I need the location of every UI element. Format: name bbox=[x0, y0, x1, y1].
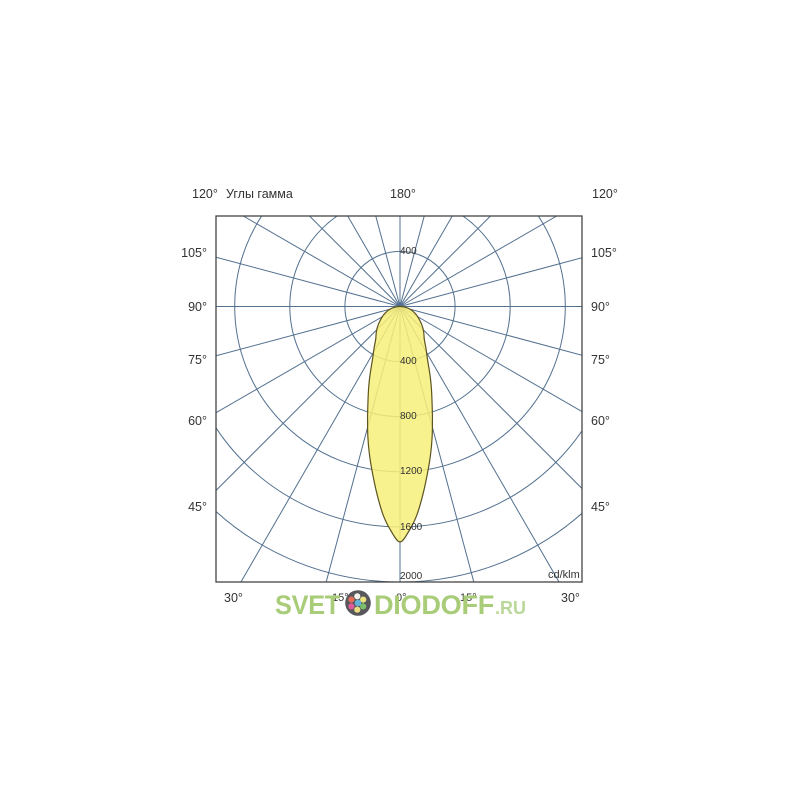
svg-text:DIODOFF: DIODOFF bbox=[374, 590, 494, 620]
svg-text:1200: 1200 bbox=[400, 466, 423, 477]
svg-text:30°: 30° bbox=[224, 591, 243, 605]
svg-text:105°: 105° bbox=[181, 246, 207, 260]
svg-text:105°: 105° bbox=[591, 246, 617, 260]
svg-text:90°: 90° bbox=[591, 300, 610, 314]
svg-text:120°: 120° bbox=[192, 187, 218, 201]
svg-text:180°: 180° bbox=[390, 187, 416, 201]
svg-text:SVET: SVET bbox=[275, 590, 341, 620]
svg-text:75°: 75° bbox=[591, 353, 610, 367]
svg-text:120°: 120° bbox=[592, 187, 618, 201]
svg-text:75°: 75° bbox=[188, 353, 207, 367]
svg-text:60°: 60° bbox=[188, 414, 207, 428]
svg-text:45°: 45° bbox=[188, 500, 207, 514]
svg-text:800: 800 bbox=[400, 411, 417, 422]
svg-text:Углы гамма: Углы гамма bbox=[226, 187, 293, 201]
svg-text:30°: 30° bbox=[561, 591, 580, 605]
svg-text:.RU: .RU bbox=[495, 598, 526, 618]
svg-text:cd/klm: cd/klm bbox=[548, 569, 580, 581]
svg-text:90°: 90° bbox=[188, 300, 207, 314]
svg-text:400: 400 bbox=[400, 356, 417, 367]
svg-text:1600: 1600 bbox=[400, 522, 423, 533]
svg-text:2000: 2000 bbox=[400, 571, 423, 582]
svg-text:45°: 45° bbox=[591, 500, 610, 514]
svg-text:60°: 60° bbox=[591, 414, 610, 428]
svg-text:400: 400 bbox=[400, 246, 417, 257]
